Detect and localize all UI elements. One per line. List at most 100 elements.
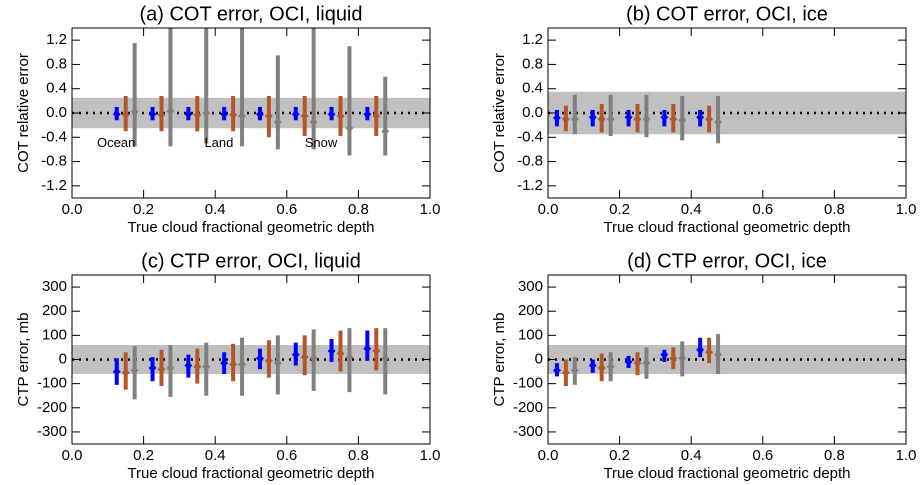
y-axis-label: COT relative error — [15, 53, 32, 173]
tolerance-band — [548, 345, 906, 374]
median-marker — [597, 363, 606, 372]
x-tick-label: 0.2 — [609, 201, 630, 218]
median-marker — [705, 115, 714, 124]
median-marker — [148, 110, 157, 119]
median-marker — [193, 110, 202, 119]
median-marker — [363, 344, 372, 353]
y-tick-label: 200 — [42, 302, 67, 319]
median-marker — [238, 112, 247, 121]
x-tick-label: 1.0 — [896, 447, 917, 464]
y-tick-label: -300 — [37, 423, 67, 440]
median-marker — [300, 112, 309, 121]
y-tick-label: 300 — [518, 278, 543, 295]
median-marker — [696, 345, 705, 354]
y-tick-label: 0.0 — [522, 104, 543, 121]
y-tick-label: 0 — [535, 350, 543, 367]
median-marker — [345, 353, 354, 362]
median-marker — [229, 360, 238, 369]
y-tick-label: 100 — [42, 326, 67, 343]
x-tick-label: 0.6 — [276, 447, 297, 464]
median-marker — [130, 366, 139, 375]
y-tick-label: 1.2 — [522, 31, 543, 48]
median-marker — [291, 350, 300, 359]
median-marker — [202, 109, 211, 117]
y-tick-label: 0 — [59, 350, 67, 367]
median-marker — [714, 350, 723, 359]
median-marker — [705, 348, 714, 357]
y-tick-label: -200 — [513, 399, 543, 416]
median-marker — [255, 110, 264, 119]
plot-area — [72, 28, 430, 156]
median-marker — [363, 110, 372, 119]
chart-title: (b) COT error, OCI, ice — [626, 3, 828, 25]
x-axis-label: True cloud fractional geometric depth — [127, 219, 374, 236]
median-marker — [264, 112, 273, 121]
median-marker — [184, 361, 193, 370]
y-axis-label: COT relative error — [491, 53, 508, 173]
y-tick-label: -1.2 — [41, 177, 67, 194]
x-tick-label: 0.4 — [205, 201, 226, 218]
median-marker — [597, 115, 606, 124]
median-marker — [660, 350, 669, 359]
median-marker — [552, 113, 561, 122]
x-tick-label: 0.2 — [609, 447, 630, 464]
y-tick-label: -0.8 — [41, 153, 67, 170]
x-tick-label: 0.6 — [276, 201, 297, 218]
x-tick-label: 0.4 — [205, 447, 226, 464]
median-marker — [220, 110, 229, 119]
median-marker — [606, 115, 615, 124]
median-marker — [112, 110, 121, 119]
x-tick-label: 0.8 — [348, 447, 369, 464]
median-marker — [264, 356, 273, 365]
legend-label: Snow — [305, 135, 338, 150]
median-marker — [220, 359, 229, 368]
x-tick-label: 0.4 — [681, 447, 702, 464]
median-marker — [309, 118, 318, 127]
median-marker — [660, 113, 669, 122]
median-marker — [588, 361, 597, 370]
median-marker — [336, 112, 345, 121]
y-tick-label: -0.4 — [517, 128, 543, 145]
plot-area — [548, 91, 906, 144]
plot-area — [72, 328, 430, 400]
median-marker — [570, 366, 579, 375]
median-marker — [193, 362, 202, 371]
x-tick-label: 0.0 — [62, 447, 83, 464]
x-axis-label: True cloud fractional geometric depth — [127, 465, 374, 482]
x-tick-label: 0.0 — [538, 447, 559, 464]
median-marker — [669, 115, 678, 124]
median-marker — [570, 115, 579, 124]
median-marker — [561, 368, 570, 377]
median-marker — [327, 347, 336, 356]
median-marker — [121, 368, 130, 377]
x-tick-label: 0.4 — [681, 201, 702, 218]
median-marker — [678, 116, 687, 125]
median-marker — [202, 362, 211, 371]
median-marker — [148, 363, 157, 372]
median-marker — [381, 127, 390, 136]
median-marker — [121, 110, 130, 119]
median-marker — [642, 359, 651, 368]
median-marker — [327, 110, 336, 119]
y-tick-label: -0.4 — [41, 128, 67, 145]
median-marker — [624, 113, 633, 122]
y-tick-label: 0.0 — [46, 104, 67, 121]
median-marker — [130, 107, 139, 116]
median-marker — [345, 124, 354, 133]
x-tick-label: 0.0 — [538, 201, 559, 218]
tolerance-band — [72, 345, 430, 374]
x-axis-label: True cloud fractional geometric depth — [603, 219, 850, 236]
median-marker — [552, 366, 561, 375]
median-marker — [669, 354, 678, 363]
median-marker — [588, 113, 597, 122]
y-tick-label: 100 — [518, 326, 543, 343]
x-tick-label: 0.2 — [133, 447, 154, 464]
y-tick-label: 0.8 — [46, 55, 67, 72]
median-marker — [696, 113, 705, 122]
y-tick-label: 0.4 — [46, 80, 67, 97]
median-marker — [157, 110, 166, 119]
y-tick-label: -300 — [513, 423, 543, 440]
x-tick-label: 0.6 — [752, 201, 773, 218]
x-axis-label: True cloud fractional geometric depth — [603, 465, 850, 482]
y-tick-label: 0.8 — [522, 55, 543, 72]
